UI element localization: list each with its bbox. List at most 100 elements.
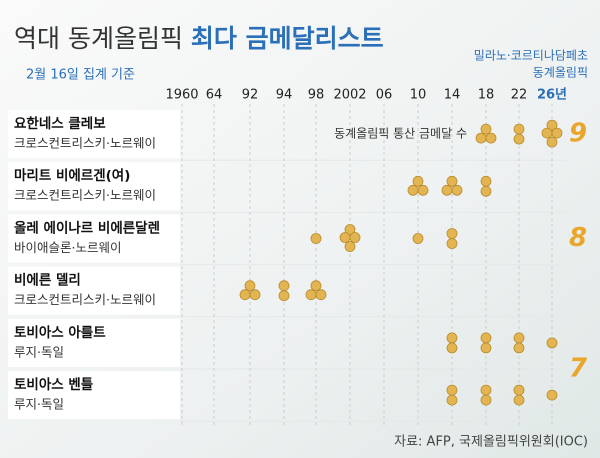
medal (446, 238, 458, 249)
athlete-name: 토비아스 벤틀 (14, 376, 93, 393)
medal (412, 233, 424, 244)
x-tick-label: 18 (478, 88, 495, 103)
medal (541, 127, 553, 139)
x-tick-label: 26년 (537, 88, 567, 103)
medal-cluster (541, 119, 563, 148)
medal-cluster (446, 228, 458, 249)
medal (412, 175, 424, 187)
medal-cluster (546, 389, 558, 401)
athlete-sport: 루지·독일 (14, 397, 64, 412)
medal (551, 127, 563, 139)
medal (485, 132, 497, 144)
medal (480, 394, 492, 406)
medal-cluster (546, 337, 558, 349)
athlete-sport: 크로스컨트리스키·노르웨이 (14, 292, 156, 307)
medal (546, 136, 558, 148)
total-count: 9 (569, 119, 587, 149)
x-tick-label: 64 (206, 88, 223, 103)
medal-cluster (480, 332, 492, 354)
medal-cluster (446, 332, 458, 354)
medal (244, 280, 256, 292)
medal (446, 175, 458, 187)
medal-cluster (339, 224, 361, 252)
annotation: 동계올림픽 통산 금메달 수 (334, 127, 467, 141)
athlete-name: 올레 에이나르 비에른달렌 (14, 219, 160, 236)
medal (344, 241, 356, 252)
chart-title: 역대 동계올림픽 최다 금메달리스트 (14, 24, 384, 53)
subtitle: 2월 16일 집계 기준 (26, 68, 135, 83)
medal (475, 132, 487, 144)
athlete-name: 요한네스 클레보 (14, 116, 106, 132)
row-card (8, 110, 180, 159)
edition: 밀라노·코르티나담페초 (474, 49, 588, 63)
medal (446, 342, 458, 354)
medal-cluster (446, 384, 458, 406)
medal (480, 332, 492, 344)
medal (446, 228, 458, 239)
source: 자료: AFP, 국제올림픽위원회(IOC) (394, 435, 588, 450)
medal (339, 232, 351, 243)
x-tick-label: 10 (410, 88, 427, 103)
total-count: 8 (569, 223, 587, 253)
medal-cluster (278, 280, 290, 302)
x-tick-label: 94 (276, 88, 293, 103)
medal (546, 119, 558, 131)
medal-cluster (480, 384, 492, 406)
medal (480, 185, 492, 197)
x-tick-label: 92 (242, 88, 259, 103)
medal-cluster (480, 175, 492, 197)
athlete-sport: 바이애슬론·노르웨이 (14, 240, 121, 255)
row-card (8, 162, 180, 211)
medal-cluster (513, 123, 525, 145)
row-card (8, 214, 180, 263)
medal (513, 394, 525, 406)
medal (349, 232, 361, 243)
x-tick-label: 1960 (165, 88, 198, 103)
row-card (8, 318, 180, 367)
athlete-sport: 크로스컨트리스키·노르웨이 (14, 136, 156, 151)
medal (451, 184, 463, 196)
x-tick-label: 98 (308, 88, 325, 103)
medal (305, 289, 317, 301)
medal-cluster (310, 233, 322, 244)
medal (546, 389, 558, 401)
medal (446, 394, 458, 406)
medal (417, 184, 429, 196)
medal (513, 332, 525, 344)
x-tick-label: 14 (444, 88, 461, 103)
medal-cluster (412, 233, 424, 244)
medal (310, 233, 322, 244)
medal (480, 123, 492, 135)
medal-cluster (513, 384, 525, 406)
medal (278, 280, 290, 292)
medal-cluster (239, 280, 261, 301)
medal (315, 289, 327, 301)
medal (407, 184, 419, 196)
medal (513, 133, 525, 145)
medal (446, 384, 458, 396)
medal-cluster (407, 175, 429, 196)
total-count: 7 (569, 354, 588, 384)
medal (239, 289, 251, 301)
medal-cluster (475, 123, 497, 144)
medal-cluster (441, 175, 463, 196)
medal (513, 342, 525, 354)
row-card (8, 371, 180, 420)
x-tick-label: 22 (511, 88, 528, 103)
medal (513, 384, 525, 396)
medal-cluster (305, 280, 327, 301)
medal (446, 332, 458, 344)
medal (310, 280, 322, 292)
row-card (8, 266, 180, 315)
x-tick-label: 06 (376, 88, 393, 103)
medal (249, 289, 261, 301)
medal (480, 175, 492, 187)
athlete-sport: 크로스컨트리스키·노르웨이 (14, 188, 156, 203)
athlete-sport: 루지·독일 (14, 344, 64, 359)
medal-cluster (513, 332, 525, 354)
medal (546, 337, 558, 349)
x-tick-label: 2002 (333, 88, 366, 103)
medal (441, 184, 453, 196)
